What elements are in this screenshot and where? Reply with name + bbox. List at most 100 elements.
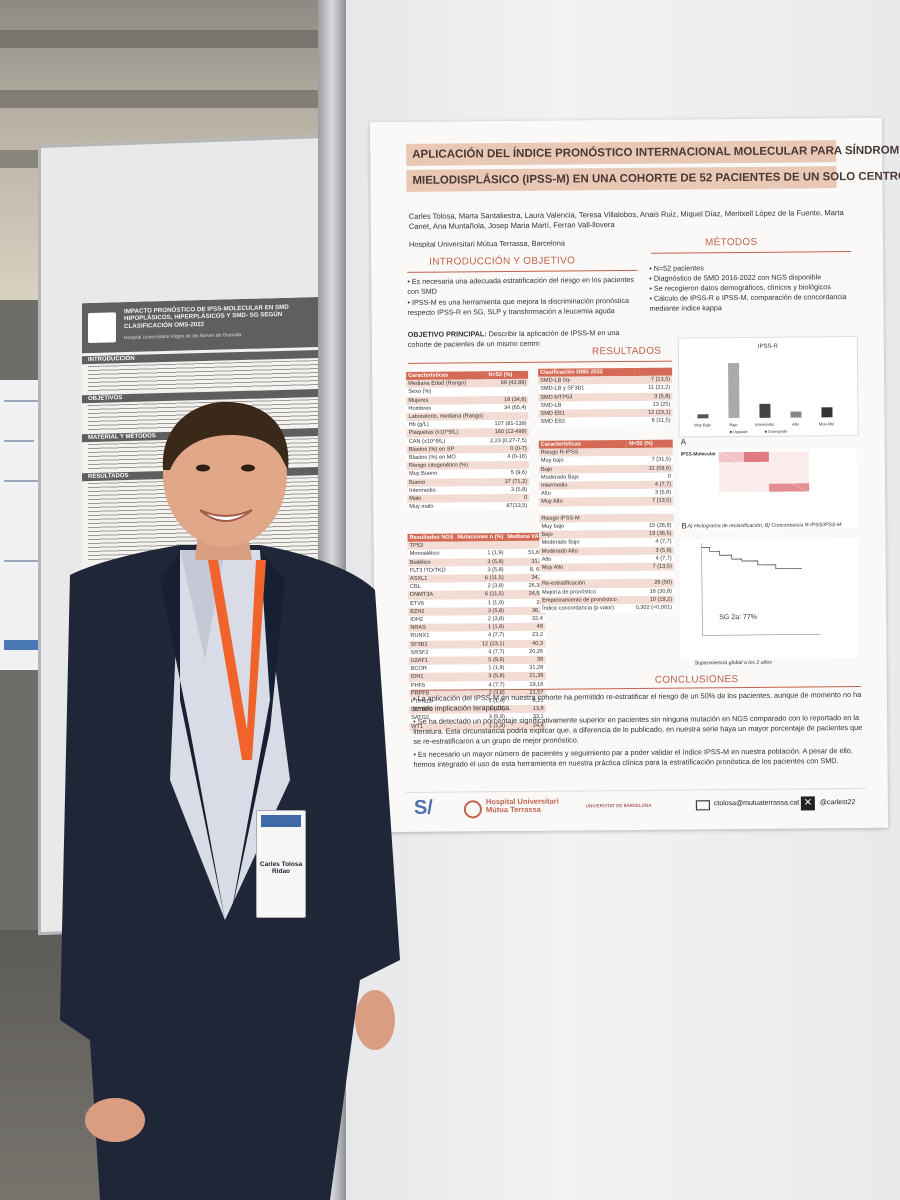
table-cell: 7 (13,5) <box>652 563 672 570</box>
table-header-cell: Resultados NGS <box>409 534 454 541</box>
background-poster-affiliation: Hospital Universitario Virgen de las Nie… <box>124 333 242 342</box>
table-cell: 7 (13,5) <box>650 376 671 384</box>
table-cell: 12 (23,1) <box>648 409 671 416</box>
table-cell: 24 <box>536 599 543 606</box>
intro-bullet: • Es necesaria una adecuada estratificac… <box>407 274 635 296</box>
survival-curve <box>679 538 859 660</box>
table-cell: 13 (25) <box>652 401 671 408</box>
table-header-cell: Mediana VAF <box>507 533 543 541</box>
chart-bar <box>790 411 802 418</box>
table-cell: 49 <box>536 623 543 631</box>
chart-legend-item: ■ Downgrade <box>765 430 788 434</box>
table-row: Índice concordancia (p valor) 0,302 (<0,0… <box>540 603 675 614</box>
table-header-cell: Mutaciones n (%) <box>457 534 504 541</box>
table-cell: 24,52 <box>528 591 543 598</box>
conclusion-item: • Se ha detectado un porcentaje signific… <box>413 713 863 746</box>
table-cell: SMD EB2 <box>540 418 566 425</box>
table-cell: 87(13,5) <box>506 503 528 510</box>
background-poster-text <box>88 359 321 393</box>
table-cell: 69 (42,89) <box>500 380 527 387</box>
caption-a: A <box>680 437 687 447</box>
table-cell: 18 (34,6) <box>503 396 527 403</box>
poster-hospital: Hospital Universitari Mútua Terrassa, Ba… <box>408 238 565 249</box>
table-cell: 26 (50) <box>654 580 672 587</box>
hospital-logo-icon <box>463 800 482 819</box>
caption-ab: A) Histograma de reclasificación, B) Con… <box>687 522 842 530</box>
chart-tick-label: Bajo <box>730 422 739 427</box>
name-badge: Carles Tolosa Ridao <box>256 810 306 918</box>
table-cell: 31,8 <box>531 558 543 565</box>
section-heading-methods: MÉTODOS <box>704 236 758 249</box>
table-cell: 5 (9,6) <box>510 470 528 477</box>
table-cell: 3 (5,8) <box>655 547 672 554</box>
table-cell: Laboratorio, mediana (Rango) <box>408 413 484 420</box>
table-cell: 4 (7,7) <box>655 539 672 546</box>
survival-svg <box>701 543 821 636</box>
poster-authors: Carles Tolosa, Marta Santaliestra, Laura… <box>408 208 844 231</box>
table-cell: 19,16 <box>529 681 544 688</box>
footer-handle: @carlest22 <box>819 799 856 807</box>
chart-bar <box>821 407 833 418</box>
chart-bar <box>759 403 771 418</box>
table-cell: 0,302 (<0,001) <box>635 604 673 611</box>
table-demographics: Características N=52 (%) Mediana Edad (Ran… <box>406 370 530 512</box>
table-cell: 160 (12-499) <box>494 429 527 436</box>
section-heading-results: RESULTADOS <box>591 345 662 358</box>
caption-b: B <box>681 521 687 531</box>
table-cell: 12 (23,1) <box>481 640 505 647</box>
table-cell: 21,39 <box>529 673 544 680</box>
table-cell: 4 (0-16) <box>507 453 527 461</box>
table-header: Resultados NGS Mutaciones n (%) Mediana VA… <box>407 532 545 543</box>
background-poster-title: IMPACTO PRONÓSTICO DE IPSS-MOLECULAR EN … <box>124 303 289 330</box>
section-rule <box>407 269 638 273</box>
chart-legend-item: ■ Upgrade <box>730 430 748 434</box>
chart-tick-label: Alto <box>792 422 800 427</box>
intro-bullet: • IPSS-M es una herramienta que mejora l… <box>407 295 629 317</box>
chart-bar <box>728 363 740 419</box>
table-cell: 3 (5,8) <box>488 673 505 680</box>
logo <box>88 312 116 344</box>
poster-title: APLICACIÓN DEL ÍNDICE PRONÓSTICO INTERNA… <box>406 140 900 204</box>
poster-title-line: MIELODISPLÁSICO (IPSS-M) EN UNA COHORTE … <box>406 166 900 192</box>
bar-chart-svg: IPSS-R Muy Bajo Bajo Intermedio Alto Muy Alto… <box>694 344 835 434</box>
table-cell: 6 (11,5) <box>651 417 671 425</box>
chart-tick-label: Muy Alto <box>819 421 835 426</box>
table-cell: 40,3 <box>532 640 544 647</box>
survival-caption: Supervivencia global a los 2 años <box>694 659 772 667</box>
table-cell: 6 (11,5) <box>484 591 504 598</box>
footer-logo: S/ <box>413 796 433 819</box>
section-rule <box>651 251 852 254</box>
table-risk: Características N=52 (%) Riesgo R-IPSS Muy … <box>538 439 675 614</box>
footer-email: ctolosa@mutuaterrassa.cat <box>713 799 800 808</box>
table-cell: 1 (1,9) <box>487 550 504 557</box>
objective-label: OBJETIVO PRINCIPAL: <box>407 329 487 339</box>
table-cell: 34 (65,4) <box>503 404 527 411</box>
table-cell: 11 (21,2) <box>648 385 671 392</box>
reclassification-chart: IPSS-R Muy Bajo Bajo Intermedio Alto Muy Alto… <box>677 335 859 438</box>
chart-bar <box>697 414 709 419</box>
table-cell: 3 (5,8) <box>487 558 504 565</box>
poster-footer: S/ Hospital Universitari Mútua Terrassa … <box>405 787 867 823</box>
footer-hospital: Hospital Universitari Mútua Terrassa <box>485 796 559 815</box>
conclusions: • La aplicación del IPSS-M en nuestra co… <box>413 690 864 770</box>
table-cell: Índice concordancia (p valor) <box>542 605 615 612</box>
section-heading-intro: INTRODUCCIÓN Y OBJETIVO <box>429 255 576 268</box>
table-cell: 1 (1,9) <box>487 599 504 606</box>
table-cell: 16 (30,8) <box>649 588 673 595</box>
table-cell: 23,2 <box>532 632 543 639</box>
ceiling-beam <box>0 30 340 48</box>
presenter <box>60 401 400 1200</box>
section-rule <box>408 360 673 364</box>
badge-header <box>261 815 301 827</box>
methods-bullet: • Cálculo de IPSS-R e IPSS-M, comparació… <box>649 292 847 313</box>
chart-tick-label: Muy Bajo <box>694 422 711 427</box>
table-cell: 2,23 (0,27-7,5) <box>489 437 527 444</box>
table-oms-classification: Clasificación OMS 2022 SMD-LB 5q- 7 (13,5)… <box>538 367 673 427</box>
section-heading-conclusions: CONCLUSIONES <box>654 674 739 686</box>
footer-university: UNIVERSITAT DE BARCELONA <box>585 802 652 809</box>
table-cell: 3 (5,8) <box>510 486 528 493</box>
mail-icon <box>695 800 710 811</box>
badge-name: Carles Tolosa Ridao <box>259 861 303 875</box>
x-logo-icon: ✕ <box>800 796 815 811</box>
main-poster: APLICACIÓN DEL ÍNDICE PRONÓSTICO INTERNA… <box>369 117 900 833</box>
